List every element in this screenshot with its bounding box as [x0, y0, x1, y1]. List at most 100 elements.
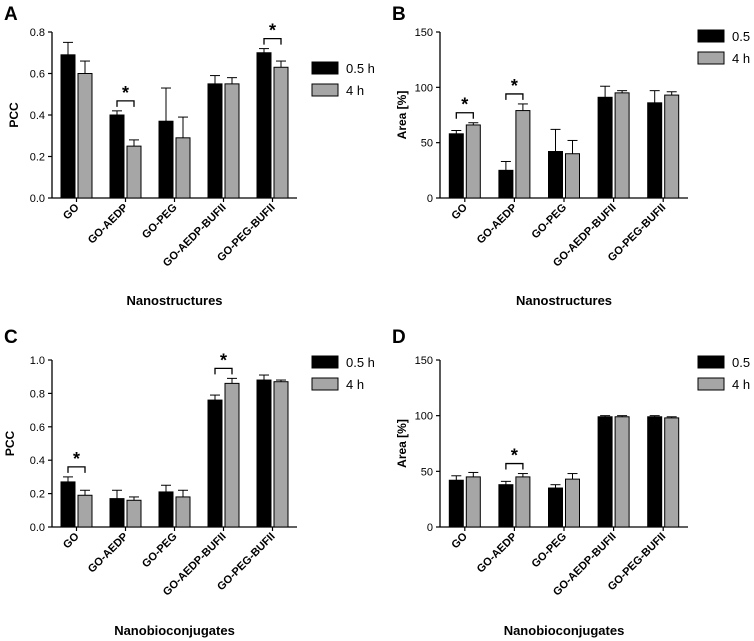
- panel-d-ytick-label: 50: [421, 466, 433, 478]
- panel-a-xlabel: Nanostructures: [126, 293, 222, 308]
- panel-d-legend-label: 4 h: [732, 377, 750, 392]
- panel-b-ytick-label: 50: [421, 138, 433, 150]
- panel-a-legend-swatch: [311, 83, 339, 97]
- panel-a-ytick-label: 0.8: [30, 27, 45, 39]
- panel-a-category-label: GO: [61, 201, 82, 222]
- panel-c-legend-label: 4 h: [346, 377, 364, 392]
- panel-d-bar: [664, 417, 680, 528]
- panel-d-bar: [515, 476, 531, 528]
- panel-b-bar: [548, 151, 563, 199]
- panel-a-category-label: GO-PEG: [140, 202, 180, 242]
- panel-a-legend-swatch: [311, 61, 339, 75]
- panel-a-category-label: GO-AEDP: [86, 202, 131, 247]
- panel-a-significance-star: *: [269, 21, 276, 41]
- panel-c-bar: [273, 381, 289, 528]
- panel-a-bar: [158, 120, 174, 199]
- panel-c-xlabel: Nanobioconjugates: [114, 623, 235, 638]
- panel-c-legend-label: 0.5 h: [346, 355, 375, 370]
- panel-a-ytick-label: 0.2: [30, 152, 45, 164]
- panel-c-ylabel: PCC: [3, 431, 17, 457]
- panel-b-legend-swatch: [697, 51, 725, 65]
- panel-c-ytick-label: 0.6: [30, 422, 45, 434]
- panel-b-significance-bracket: [505, 93, 524, 100]
- panel-c-category-label: GO-PEG: [140, 531, 180, 571]
- panel-a-bar: [77, 73, 93, 199]
- panel-b-legend-label: 4 h: [732, 51, 750, 66]
- panel-a-bar: [207, 83, 223, 199]
- panel-a-ylabel: PCC: [7, 102, 21, 128]
- panel-c-significance-star: *: [73, 449, 80, 469]
- panel-c-bar: [77, 494, 93, 528]
- panel-c-bar: [224, 382, 240, 528]
- panel-a-ytick-label: 0.0: [30, 193, 45, 205]
- panel-a-bar: [224, 83, 240, 199]
- panel-d-significance-bracket: [505, 462, 524, 470]
- panel-b-bar: [647, 102, 663, 199]
- panel-d-bar: [565, 478, 580, 528]
- panel-b-xlabel: Nanostructures: [516, 293, 612, 308]
- panel-b-bar: [565, 153, 580, 199]
- panel-c-legend-swatch: [311, 355, 339, 369]
- panel-d-ytick-label: 100: [415, 411, 433, 423]
- panel-b-category-label: GO: [449, 201, 470, 222]
- panel-b-category-label: GO-AEDP: [475, 202, 520, 247]
- panel-a-significance-star: *: [122, 83, 129, 103]
- panel-d-category-label: GO-PEG: [530, 531, 570, 571]
- panel-d-category-label: GO: [449, 530, 470, 551]
- panel-b-bar: [614, 92, 630, 199]
- panel-b-legend-label: 0.5 h: [732, 29, 754, 44]
- panel-a-bar: [256, 52, 272, 199]
- panel-d-category-label: GO-AEDP: [475, 531, 520, 576]
- panel-b-ytick-label: 0: [427, 193, 433, 205]
- panel-a-legend-label: 0.5 h: [346, 61, 375, 76]
- panel-c-significance-bracket: [214, 367, 233, 375]
- panel-c-bar: [207, 399, 223, 528]
- panel-b-legend-swatch: [697, 29, 725, 43]
- panel-c-bar: [175, 496, 191, 528]
- panel-c-ytick-label: 1.0: [30, 355, 45, 367]
- panel-b-significance-bracket: [455, 112, 474, 119]
- panel-d-letter: D: [392, 327, 406, 348]
- panel-a-significance-bracket: [116, 100, 135, 107]
- panel-a-letter: A: [4, 4, 18, 25]
- panel-c-category-label: GO-AEDP: [86, 531, 131, 576]
- panel-d-legend-swatch: [697, 355, 725, 369]
- panel-c-bar: [256, 379, 272, 528]
- panel-b-ytick-label: 150: [415, 27, 433, 39]
- panel-b-bar: [448, 133, 464, 199]
- panel-d-significance-star: *: [511, 446, 518, 466]
- panel-c-ytick-label: 0.2: [30, 489, 45, 501]
- panel-c-bar: [109, 498, 125, 528]
- panel-d-ytick-label: 150: [415, 355, 433, 367]
- panel-b-letter: B: [392, 4, 406, 25]
- panel-d-bar: [465, 476, 481, 528]
- panel-a-ytick-label: 0.6: [30, 69, 45, 81]
- panel-d-bar: [448, 479, 464, 528]
- panel-d-bar: [614, 416, 630, 528]
- panel-a-bar: [175, 137, 191, 199]
- panel-c-category-label: GO: [61, 530, 82, 551]
- panel-a-ytick-label: 0.4: [30, 110, 45, 122]
- panel-a-bar: [109, 114, 125, 199]
- panel-d-bar: [597, 416, 613, 528]
- panel-c: C 0.0 0.2 0.4 0.6 0.8 1.0 PCC Nanobioconjugates G…: [3, 327, 375, 638]
- panel-a-significance-bracket: [263, 37, 282, 45]
- panel-a: A 0.0 0.2 0.4 0.6 0.8 PCC Nanostructures GO GO-AE…: [4, 4, 375, 308]
- panel-c-letter: C: [4, 327, 18, 348]
- panel-b-bar: [465, 124, 481, 199]
- panel-d-legend-swatch: [697, 377, 725, 391]
- panel-d-ytick-label: 0: [427, 522, 433, 534]
- panel-c-ytick-label: 0.4: [30, 455, 45, 467]
- panel-c-significance-star: *: [220, 350, 227, 370]
- panel-d-bar: [548, 487, 563, 528]
- panel-b-bar: [515, 110, 531, 199]
- panel-c-legend-swatch: [311, 377, 339, 391]
- panel-c-ytick-label: 0.8: [30, 388, 45, 400]
- panel-d-bar: [498, 484, 514, 528]
- panel-b-bar: [597, 96, 613, 199]
- panel-b-significance-star: *: [511, 76, 518, 96]
- panel-c-significance-bracket: [67, 466, 86, 473]
- panel-b-significance-star: *: [461, 95, 468, 115]
- panel-b: B 0 50 100 150 Area [%] Nanostructures GO GO-AED…: [392, 4, 754, 308]
